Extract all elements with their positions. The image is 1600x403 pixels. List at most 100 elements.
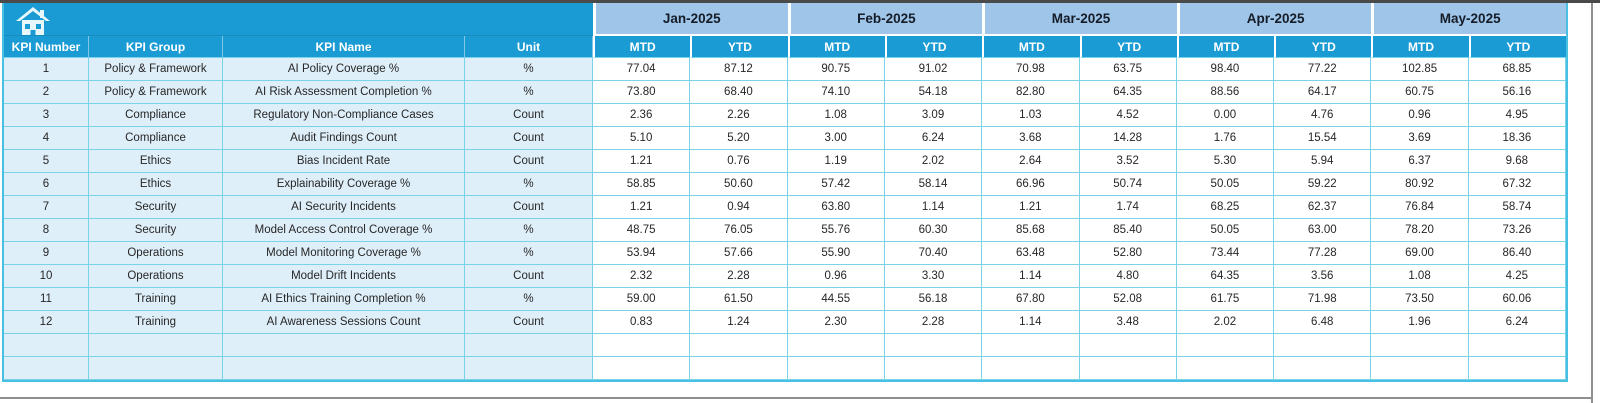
cell-may-2025-ytd-row12[interactable]: 6.24: [1468, 311, 1566, 334]
cell-may-2025-ytd-row8[interactable]: 73.26: [1468, 219, 1566, 242]
cell-apr-2025-mtd-row11[interactable]: 61.75: [1176, 288, 1275, 311]
cell-mar-2025-ytd-row11[interactable]: 52.08: [1079, 288, 1177, 311]
cell-feb-2025-ytd-row14[interactable]: [884, 357, 983, 380]
month-header-jan[interactable]: Jan-2025: [593, 3, 788, 36]
cell-kpi-group-row14[interactable]: [89, 357, 223, 380]
cell-feb-2025-ytd-row7[interactable]: 1.14: [884, 196, 983, 219]
cell-feb-2025-ytd-row11[interactable]: 56.18: [884, 288, 983, 311]
cell-may-2025-ytd-row2[interactable]: 56.16: [1468, 81, 1566, 104]
cell-feb-2025-ytd-row6[interactable]: 58.14: [884, 173, 983, 196]
cell-feb-2025-mtd-row8[interactable]: 55.76: [787, 219, 885, 242]
sub-header-may-ytd[interactable]: YTD: [1468, 36, 1566, 58]
cell-apr-2025-mtd-row7[interactable]: 68.25: [1176, 196, 1275, 219]
sub-header-mar-ytd[interactable]: YTD: [1079, 36, 1177, 58]
cell-jan-2025-mtd-row3[interactable]: 2.36: [593, 104, 691, 127]
cell-feb-2025-mtd-row11[interactable]: 44.55: [787, 288, 885, 311]
cell-feb-2025-ytd-row3[interactable]: 3.09: [884, 104, 983, 127]
cell-apr-2025-ytd-row1[interactable]: 77.22: [1274, 58, 1372, 81]
cell-feb-2025-mtd-row3[interactable]: 1.08: [787, 104, 885, 127]
cell-mar-2025-mtd-row14[interactable]: [982, 357, 1080, 380]
cell-feb-2025-ytd-row4[interactable]: 6.24: [884, 127, 983, 150]
month-header-feb[interactable]: Feb-2025: [787, 3, 983, 36]
cell-apr-2025-ytd-row5[interactable]: 5.94: [1274, 150, 1372, 173]
cell-mar-2025-ytd-row13[interactable]: [1079, 334, 1177, 357]
cell-kpi-number-row10[interactable]: 10: [4, 265, 89, 288]
cell-apr-2025-mtd-row9[interactable]: 73.44: [1176, 242, 1275, 265]
column-header-unit[interactable]: Unit: [465, 36, 593, 58]
cell-jan-2025-ytd-row8[interactable]: 76.05: [690, 219, 788, 242]
cell-kpi-group-row4[interactable]: Compliance: [89, 127, 223, 150]
cell-jan-2025-mtd-row12[interactable]: 0.83: [593, 311, 691, 334]
cell-jan-2025-ytd-row1[interactable]: 87.12: [690, 58, 788, 81]
cell-apr-2025-ytd-row2[interactable]: 64.17: [1274, 81, 1372, 104]
cell-may-2025-mtd-row3[interactable]: 0.96: [1371, 104, 1469, 127]
cell-apr-2025-ytd-row11[interactable]: 71.98: [1274, 288, 1372, 311]
cell-jan-2025-mtd-row9[interactable]: 53.94: [593, 242, 691, 265]
cell-kpi-group-row9[interactable]: Operations: [89, 242, 223, 265]
cell-feb-2025-ytd-row5[interactable]: 2.02: [884, 150, 983, 173]
cell-kpi-number-row7[interactable]: 7: [4, 196, 89, 219]
cell-mar-2025-ytd-row7[interactable]: 1.74: [1079, 196, 1177, 219]
home-icon[interactable]: [16, 7, 50, 36]
cell-kpi-name-row10[interactable]: Model Drift Incidents: [223, 265, 465, 288]
cell-apr-2025-ytd-row7[interactable]: 62.37: [1274, 196, 1372, 219]
cell-may-2025-mtd-row13[interactable]: [1371, 334, 1469, 357]
cell-kpi-group-row1[interactable]: Policy & Framework: [89, 58, 223, 81]
cell-may-2025-mtd-row9[interactable]: 69.00: [1371, 242, 1469, 265]
cell-mar-2025-mtd-row1[interactable]: 70.98: [982, 58, 1080, 81]
cell-mar-2025-mtd-row12[interactable]: 1.14: [982, 311, 1080, 334]
cell-kpi-name-row12[interactable]: AI Awareness Sessions Count: [223, 311, 465, 334]
sub-header-mar-mtd[interactable]: MTD: [982, 36, 1080, 58]
cell-jan-2025-mtd-row7[interactable]: 1.21: [593, 196, 691, 219]
cell-apr-2025-ytd-row3[interactable]: 4.76: [1274, 104, 1372, 127]
cell-apr-2025-mtd-row13[interactable]: [1176, 334, 1275, 357]
cell-unit-row14[interactable]: [465, 357, 593, 380]
cell-mar-2025-ytd-row5[interactable]: 3.52: [1079, 150, 1177, 173]
cell-apr-2025-mtd-row8[interactable]: 50.05: [1176, 219, 1275, 242]
cell-may-2025-mtd-row4[interactable]: 3.69: [1371, 127, 1469, 150]
cell-unit-row1[interactable]: %: [465, 58, 593, 81]
cell-feb-2025-mtd-row4[interactable]: 3.00: [787, 127, 885, 150]
cell-kpi-group-row12[interactable]: Training: [89, 311, 223, 334]
cell-may-2025-ytd-row5[interactable]: 9.68: [1468, 150, 1566, 173]
cell-kpi-group-row5[interactable]: Ethics: [89, 150, 223, 173]
cell-kpi-name-row4[interactable]: Audit Findings Count: [223, 127, 465, 150]
cell-unit-row6[interactable]: %: [465, 173, 593, 196]
cell-unit-row13[interactable]: [465, 334, 593, 357]
cell-kpi-number-row5[interactable]: 5: [4, 150, 89, 173]
cell-jan-2025-mtd-row13[interactable]: [593, 334, 691, 357]
cell-kpi-name-row9[interactable]: Model Monitoring Coverage %: [223, 242, 465, 265]
cell-feb-2025-mtd-row2[interactable]: 74.10: [787, 81, 885, 104]
cell-feb-2025-mtd-row9[interactable]: 55.90: [787, 242, 885, 265]
cell-kpi-group-row7[interactable]: Security: [89, 196, 223, 219]
cell-jan-2025-mtd-row14[interactable]: [593, 357, 691, 380]
cell-apr-2025-mtd-row2[interactable]: 88.56: [1176, 81, 1275, 104]
cell-mar-2025-mtd-row9[interactable]: 63.48: [982, 242, 1080, 265]
cell-mar-2025-ytd-row2[interactable]: 64.35: [1079, 81, 1177, 104]
cell-feb-2025-ytd-row13[interactable]: [884, 334, 983, 357]
cell-apr-2025-mtd-row5[interactable]: 5.30: [1176, 150, 1275, 173]
cell-apr-2025-ytd-row14[interactable]: [1274, 357, 1372, 380]
cell-apr-2025-mtd-row3[interactable]: 0.00: [1176, 104, 1275, 127]
cell-unit-row8[interactable]: %: [465, 219, 593, 242]
cell-kpi-number-row8[interactable]: 8: [4, 219, 89, 242]
cell-kpi-number-row6[interactable]: 6: [4, 173, 89, 196]
cell-unit-row11[interactable]: %: [465, 288, 593, 311]
cell-kpi-group-row6[interactable]: Ethics: [89, 173, 223, 196]
cell-jan-2025-mtd-row4[interactable]: 5.10: [593, 127, 691, 150]
cell-kpi-name-row1[interactable]: AI Policy Coverage %: [223, 58, 465, 81]
cell-apr-2025-ytd-row13[interactable]: [1274, 334, 1372, 357]
cell-jan-2025-mtd-row11[interactable]: 59.00: [593, 288, 691, 311]
cell-mar-2025-mtd-row7[interactable]: 1.21: [982, 196, 1080, 219]
cell-kpi-group-row10[interactable]: Operations: [89, 265, 223, 288]
cell-unit-row2[interactable]: %: [465, 81, 593, 104]
cell-apr-2025-mtd-row12[interactable]: 2.02: [1176, 311, 1275, 334]
cell-feb-2025-ytd-row1[interactable]: 91.02: [884, 58, 983, 81]
cell-may-2025-mtd-row10[interactable]: 1.08: [1371, 265, 1469, 288]
cell-may-2025-mtd-row8[interactable]: 78.20: [1371, 219, 1469, 242]
sub-header-apr-mtd[interactable]: MTD: [1176, 36, 1275, 58]
cell-jan-2025-mtd-row2[interactable]: 73.80: [593, 81, 691, 104]
cell-jan-2025-ytd-row2[interactable]: 68.40: [690, 81, 788, 104]
cell-apr-2025-ytd-row12[interactable]: 6.48: [1274, 311, 1372, 334]
cell-jan-2025-ytd-row11[interactable]: 61.50: [690, 288, 788, 311]
